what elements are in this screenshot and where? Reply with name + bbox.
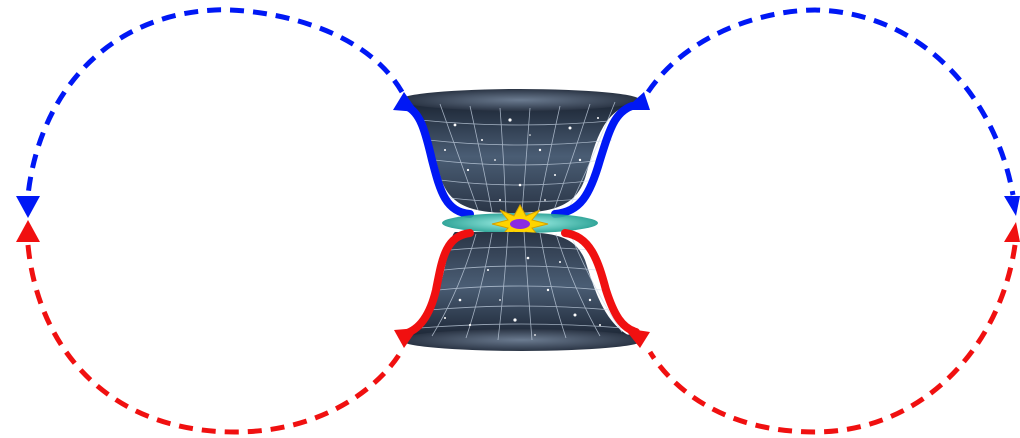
upper-funnel (393, 89, 650, 214)
right-cycle (648, 10, 1020, 432)
lower-funnel (394, 232, 650, 351)
upper-funnel-rim (400, 89, 640, 111)
left-red-arrowhead-icon (16, 220, 40, 242)
right-upper-dashed-arc (648, 10, 1013, 195)
right-red-arrowhead-icon (1004, 222, 1020, 242)
left-upper-dashed-arc (28, 10, 402, 195)
left-lower-dashed-arc (28, 245, 402, 432)
right-lower-dashed-arc (650, 245, 1015, 432)
left-cycle (16, 10, 402, 432)
left-blue-arrowhead-icon (16, 196, 40, 218)
right-blue-arrowhead-icon (1004, 196, 1020, 216)
lower-funnel-rim (400, 329, 644, 351)
